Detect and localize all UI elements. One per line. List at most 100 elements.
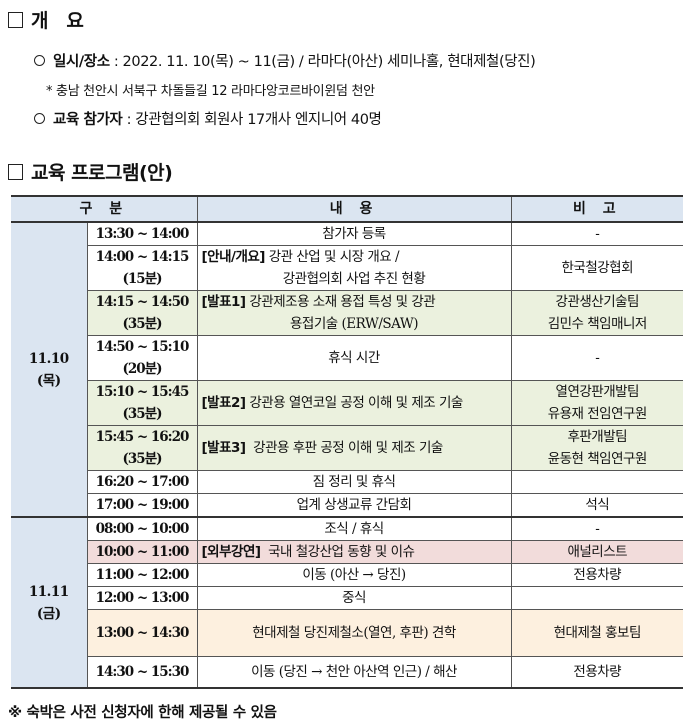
list-item-participants: 교육 참가자 : 강관협의회 회원사 17개사 엔지니어 40명 (34, 108, 382, 129)
table-row: 14:00 ~ 14:15 (15분) [안내/개요] 강관 산업 및 시장 개요 … (11, 245, 684, 291)
text-line: [안내/개요] 강관 산업 및 시장 개요 / (202, 246, 507, 268)
content-cell: [발표1] 강관제조용 소재 용접 특성 및 강관 용접기술 (ERW/SAW) (196, 290, 512, 336)
address-note: * 충남 천안시 서북구 차돌들길 12 라마다앙코르바이윈덤 천안 (46, 84, 375, 99)
text-line: [외부강연] 국내 철강산업 동향 및 이슈 (202, 541, 507, 563)
content-cell: [발표3] 강관용 후판 공정 이해 및 제조 기술 (196, 425, 512, 471)
content-cell: [외부강연] 국내 철강산업 동향 및 이슈 (196, 540, 512, 564)
text-line: - (595, 226, 600, 242)
time-cell: 10:00 ~ 11:00 (87, 540, 198, 564)
date: 11.10 (28, 350, 69, 367)
date-cell: 11.11 (금) (11, 516, 88, 689)
text-line: (20분) (122, 361, 163, 377)
text-line: 14:30 ~ 15:30 (95, 664, 190, 680)
text-line: 이동 (아산 → 당진) (302, 567, 406, 583)
session-tag: [발표2] (201, 395, 247, 411)
text-line: (35분) (122, 406, 163, 422)
time-cell: 15:10 ~ 15:45 (35분) (87, 380, 198, 426)
date: 11.11 (28, 583, 69, 600)
table-row: 10:00 ~ 11:00 [외부강연] 국내 철강산업 동향 및 이슈 애널리스트 (11, 540, 684, 564)
note-cell: 한국철강협회 (510, 245, 684, 291)
content-cell: 참가자 등록 (196, 221, 512, 246)
section-heading-program: 교육 프로그램(안) (8, 158, 173, 185)
content-cell: 휴식 시간 (196, 335, 512, 381)
text-line: 16:20 ~ 17:00 (95, 474, 190, 490)
note-cell: 후판개발팀 윤동현 책임연구원 (510, 425, 684, 471)
text-line: 중식 (342, 590, 366, 606)
text-line: 김민수 책임매니저 (547, 316, 648, 332)
content-cell: 짐 정리 및 휴식 (196, 470, 512, 494)
text-line: 한국철강협회 (561, 260, 634, 276)
content-cell: 업계 상생교류 간담회 (196, 493, 512, 518)
time-cell: 17:00 ~ 19:00 (87, 493, 198, 518)
session-title: 강관용 후판 공정 이해 및 제조 기술 (245, 440, 443, 456)
text-line: 조식 / 휴식 (324, 521, 384, 537)
text-line: 14:50 ~ 15:10 (95, 339, 190, 355)
text-line: 15:45 ~ 16:20 (95, 429, 190, 445)
table-row: 15:45 ~ 16:20 (35분) [발표3] 강관용 후판 공정 이해 및 제… (11, 425, 684, 471)
text-line: 11:00 ~ 12:00 (95, 567, 190, 583)
content-cell: 조식 / 휴식 (196, 516, 512, 541)
circle-bullet-icon (34, 113, 45, 124)
text-line: [발표1] 강관제조용 소재 용접 특성 및 강관 (202, 291, 507, 313)
table-row: 12:00 ~ 13:00 중식 (11, 586, 684, 610)
table-row: 16:20 ~ 17:00 짐 정리 및 휴식 (11, 470, 684, 494)
session-tag: [발표1] (201, 294, 247, 310)
content-cell: 현대제철 당진제철소(열연, 후판) 견학 (196, 609, 512, 657)
note-cell: 전용차량 (510, 656, 684, 689)
text-line: 10:00 ~ 11:00 (95, 544, 190, 560)
note-cell (510, 586, 684, 610)
note-cell: - (510, 516, 684, 541)
table-row: 14:15 ~ 14:50 (35분) [발표1] 강관제조용 소재 용접 특성 및… (11, 290, 684, 336)
text-line: 이동 (당진 → 천안 아산역 인근) / 해산 (251, 664, 457, 680)
text-line: 14:00 ~ 14:15 (95, 249, 190, 265)
header-content: 내 용 (196, 195, 512, 223)
table-row: 14:50 ~ 15:10 (20분) 휴식 시간 - (11, 335, 684, 381)
note-cell: 현대제철 홍보팀 (510, 609, 684, 657)
session-title: 강관 산업 및 시장 개요 / (264, 249, 400, 265)
time-cell: 15:45 ~ 16:20 (35분) (87, 425, 198, 471)
text-line: 14:15 ~ 14:50 (95, 294, 190, 310)
text-line: 휴식 시간 (328, 350, 380, 366)
session-tag: [안내/개요] (201, 249, 266, 265)
text-line: 참가자 등록 (322, 226, 386, 242)
time-cell: 14:00 ~ 14:15 (15분) (87, 245, 198, 291)
text-line: (15분) (122, 271, 163, 287)
text-line: 현대제철 홍보팀 (553, 625, 642, 641)
text-line: 08:00 ~ 10:00 (95, 521, 190, 537)
content-cell: 이동 (당진 → 천안 아산역 인근) / 해산 (196, 656, 512, 689)
text-line: 17:00 ~ 19:00 (95, 497, 190, 513)
text-line: 후판개발팀 (567, 429, 628, 445)
table-row: 13:00 ~ 14:30 현대제철 당진제철소(열연, 후판) 견학 현대제철 홍… (11, 609, 684, 657)
time-cell: 14:50 ~ 15:10 (20분) (87, 335, 198, 381)
text-line: (35분) (122, 316, 163, 332)
weekday: (금) (36, 605, 61, 622)
note-cell: - (510, 335, 684, 381)
note-cell: 석식 (510, 493, 684, 518)
time-cell: 14:15 ~ 14:50 (35분) (87, 290, 198, 336)
text-line: [발표2] 강관용 열연코일 공정 이해 및 제조 기술 (202, 392, 507, 414)
table-header-row: 구 분 내 용 비 고 (11, 195, 684, 223)
text-line: (35분) (122, 451, 163, 467)
time-cell: 12:00 ~ 13:00 (87, 586, 198, 610)
date-cell: 11.10 (목) (11, 221, 88, 518)
time-cell: 13:30 ~ 14:00 (86, 221, 198, 246)
text-line: 13:00 ~ 14:30 (95, 625, 190, 641)
table-row: 14:30 ~ 15:30 이동 (당진 → 천안 아산역 인근) / 해산 전용차… (11, 656, 684, 689)
note-cell: 애널리스트 (510, 540, 684, 564)
time-cell: 11:00 ~ 12:00 (87, 563, 198, 587)
table-row: 11:00 ~ 12:00 이동 (아산 → 당진) 전용차량 (11, 563, 684, 587)
note-cell: 강관생산기술팀 김민수 책임매니저 (510, 290, 684, 336)
time-cell: 08:00 ~ 10:00 (86, 516, 198, 541)
text-line: 현대제철 당진제철소(열연, 후판) 견학 (252, 625, 456, 641)
table-row: 15:10 ~ 15:45 (35분) [발표2] 강관용 열연코일 공정 이해 및… (11, 380, 684, 426)
text-line: 업계 상생교류 간담회 (296, 497, 412, 513)
section-heading-overview: 개 요 (8, 6, 84, 33)
text-line: 13:30 ~ 14:00 (95, 226, 190, 242)
header-note: 비 고 (510, 195, 684, 223)
text-line: - (595, 350, 600, 366)
text-line: 전용차량 (573, 567, 622, 583)
weekday: (목) (36, 372, 61, 389)
text-line: 애널리스트 (567, 544, 628, 560)
note-cell: 전용차량 (510, 563, 684, 587)
program-table: 구 분 내 용 비 고 11.10 (목) 13:30 ~ 14:00 참가자 등록 -… (11, 195, 684, 689)
